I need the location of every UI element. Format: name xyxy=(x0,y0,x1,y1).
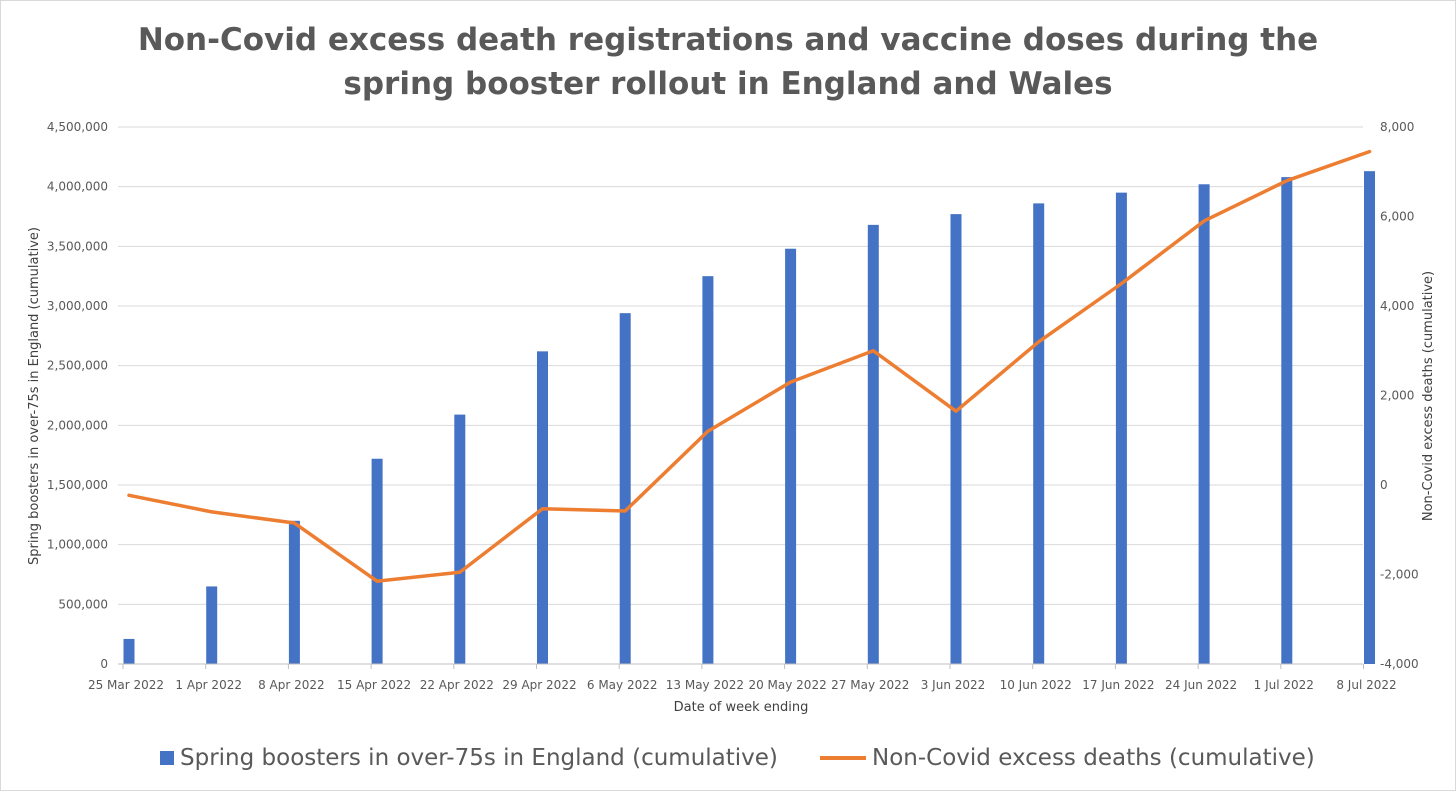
y-axis-left-title: Spring boosters in over-75s in England (… xyxy=(27,227,42,565)
x-tick-label: 15 Apr 2022 xyxy=(337,678,411,692)
y-left-tick-label: 3,000,000 xyxy=(47,299,108,313)
x-tick-label: 20 May 2022 xyxy=(748,678,826,692)
y-left-tick-label: 0 xyxy=(100,657,108,671)
bar xyxy=(1198,184,1210,664)
y-left-tick-label: 2,500,000 xyxy=(47,359,108,373)
y-left-tick-label: 4,500,000 xyxy=(47,120,108,134)
x-tick-label: 6 May 2022 xyxy=(587,678,658,692)
legend-bar-swatch xyxy=(160,751,174,765)
x-tick-label: 25 Mar 2022 xyxy=(88,678,164,692)
y-left-tick-label: 4,000,000 xyxy=(47,180,108,194)
x-tick-label: 8 Apr 2022 xyxy=(258,678,325,692)
x-tick-label: 1 Apr 2022 xyxy=(175,678,242,692)
legend-label-boosters: Spring boosters in over-75s in England (… xyxy=(180,745,778,771)
legend-line-swatch xyxy=(820,756,866,760)
x-axis-title: Date of week ending xyxy=(674,700,809,715)
y-left-tick-label: 2,000,000 xyxy=(47,418,108,432)
legend-item-boosters: Spring boosters in over-75s in England (… xyxy=(160,738,778,778)
bar xyxy=(206,586,218,664)
chart-title: Non-Covid excess death registrations and… xyxy=(0,18,1456,106)
bar xyxy=(1364,171,1375,665)
x-tick-label: 13 May 2022 xyxy=(666,678,744,692)
y-right-tick-label: 8,000 xyxy=(1380,120,1414,134)
legend-label-excess-deaths: Non-Covid excess deaths (cumulative) xyxy=(872,745,1315,771)
bar xyxy=(1281,177,1293,664)
legend-item-excess-deaths: Non-Covid excess deaths (cumulative) xyxy=(820,738,1315,778)
excess-deaths-line xyxy=(127,149,1372,583)
x-tick-label: 27 May 2022 xyxy=(831,678,909,692)
x-tick-label: 1 Jul 2022 xyxy=(1254,678,1314,692)
chart-title-line-2: spring booster rollout in England and Wa… xyxy=(343,66,1113,102)
chart-title-line-1: Non-Covid excess death registrations and… xyxy=(137,22,1319,58)
y-left-tick-label: 500,000 xyxy=(58,597,108,611)
x-tick-label: 10 Jun 2022 xyxy=(1000,678,1072,692)
y-axis-right-title: Non-Covid excess deaths (cumulative) xyxy=(1421,271,1436,521)
bar xyxy=(1115,192,1127,664)
x-tick-label: 8 Jul 2022 xyxy=(1336,678,1396,692)
bar xyxy=(371,458,383,664)
bar xyxy=(454,414,466,664)
legend: Spring boosters in over-75s in England (… xyxy=(0,738,1456,778)
y-right-tick-label: 2,000 xyxy=(1380,389,1414,403)
bar xyxy=(950,214,962,664)
gridlines xyxy=(118,126,1363,605)
y-right-tick-label: -2,000 xyxy=(1380,568,1419,582)
x-tick-label: 3 Jun 2022 xyxy=(921,678,986,692)
line-series xyxy=(127,149,1372,583)
y-left-tick-label: 3,500,000 xyxy=(47,239,108,253)
y-right-tick-label: 4,000 xyxy=(1380,299,1414,313)
y-right-tick-label: -4,000 xyxy=(1380,657,1419,671)
bar xyxy=(123,638,135,664)
y-right-tick-label: 0 xyxy=(1380,478,1388,492)
x-tick-label: 17 Jun 2022 xyxy=(1082,678,1154,692)
y-left-tick-label: 1,000,000 xyxy=(47,538,108,552)
x-tick-label: 24 Jun 2022 xyxy=(1165,678,1237,692)
bar xyxy=(288,520,300,664)
x-tick-label: 22 Apr 2022 xyxy=(420,678,494,692)
y-left-tick-label: 1,500,000 xyxy=(47,478,108,492)
x-tick-label: 29 Apr 2022 xyxy=(502,678,576,692)
bar xyxy=(619,313,631,664)
y-right-tick-label: 6,000 xyxy=(1380,210,1414,224)
bar xyxy=(1033,203,1045,664)
bar xyxy=(702,276,714,664)
bar xyxy=(785,248,797,664)
bar-series xyxy=(123,171,1375,665)
bar xyxy=(867,224,879,664)
axes: 0 500,000 1,000,000 1,500,000 2,000,000 2,500… xyxy=(47,120,1419,692)
